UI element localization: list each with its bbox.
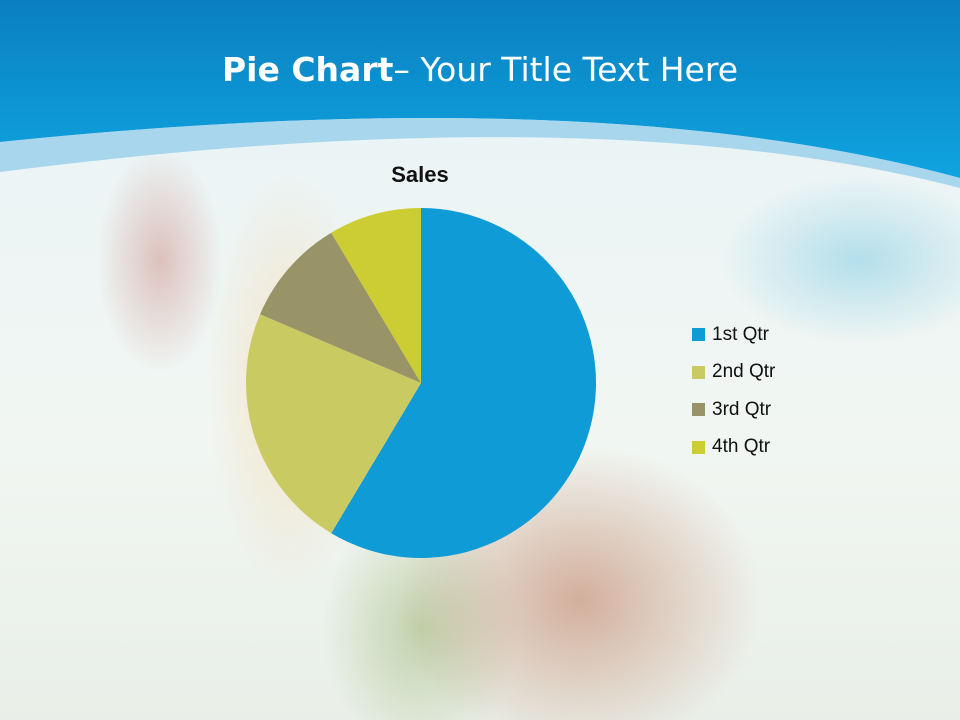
slide-title: Pie Chart– Your Title Text Here	[0, 50, 960, 89]
legend-item-4: 4th Qtr	[692, 429, 775, 467]
pie-slice-2	[245, 314, 421, 534]
chart-title: Sales	[391, 162, 449, 187]
legend-swatch	[692, 403, 705, 417]
legend-item-1: 1st Qtr	[692, 316, 775, 354]
legend-label: 4th Qtr	[712, 436, 771, 458]
legend-label: 1st Qtr	[712, 323, 770, 345]
legend-swatch	[692, 440, 705, 454]
legend-label: 2nd Qtr	[712, 361, 776, 383]
legend-item-2: 2nd Qtr	[692, 354, 775, 392]
title-bold: Pie Chart	[221, 50, 394, 89]
legend-swatch	[692, 365, 705, 379]
pie-slice-4	[331, 208, 421, 383]
title-rest: – Your Title Text Here	[393, 50, 739, 89]
legend: 1st Qtr 2nd Qtr 3rd Qtr 4th Qtr	[692, 316, 775, 466]
pie-slice-1	[331, 208, 597, 558]
legend-label: 3rd Qtr	[712, 398, 772, 420]
pie-slice-3	[260, 232, 421, 383]
legend-swatch	[692, 328, 705, 342]
header-banner	[0, 0, 960, 188]
legend-item-3: 3rd Qtr	[692, 391, 775, 429]
